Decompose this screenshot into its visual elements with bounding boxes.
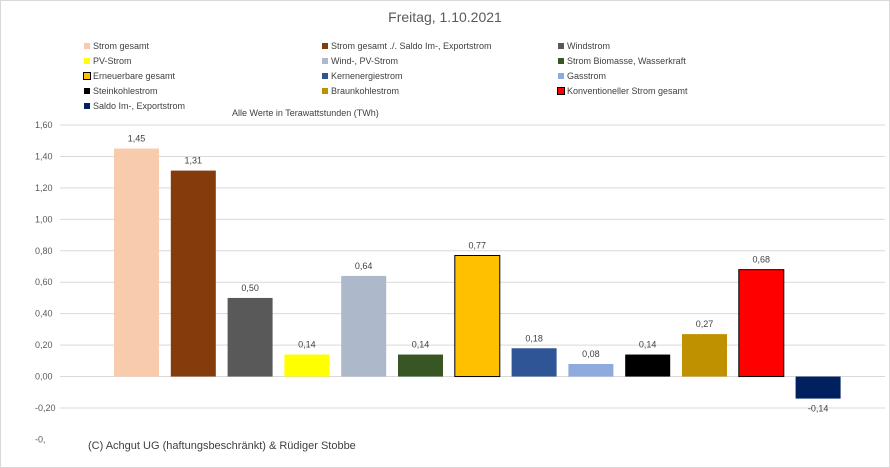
legend-label: Strom Biomasse, Wasserkraft	[567, 56, 686, 66]
legend-swatch	[84, 42, 90, 49]
legend-swatch	[322, 72, 328, 79]
legend-swatch	[558, 72, 564, 79]
legend-item: Steinkohlestrom	[84, 85, 158, 97]
data-label: 0,14	[412, 340, 430, 350]
bar	[625, 354, 671, 377]
legend-swatch	[322, 42, 328, 49]
bar	[170, 170, 216, 377]
legend-swatch	[84, 87, 90, 94]
legend-label: Strom gesamt ./. Saldo Im-, Exportstrom	[331, 41, 492, 51]
legend-swatch	[84, 102, 90, 109]
bar	[284, 354, 330, 377]
y-tick-label: 0,60	[35, 277, 53, 287]
y-tick-label: -0,20	[35, 403, 56, 413]
legend-item: Strom gesamt ./. Saldo Im-, Exportstrom	[322, 40, 492, 52]
bar	[682, 334, 727, 377]
bar	[511, 348, 557, 377]
y-tick-label: -0,	[35, 434, 46, 444]
legend-label: PV-Strom	[93, 56, 132, 66]
legend-swatch	[84, 57, 90, 64]
legend-label: Saldo Im-, Exportstrom	[93, 101, 186, 111]
y-tick-label: 0,80	[35, 246, 53, 256]
data-label: 0,27	[696, 319, 714, 329]
legend-label: Strom gesamt	[93, 41, 150, 51]
bar	[738, 269, 785, 378]
legend-label: Braunkohlestrom	[331, 86, 400, 96]
data-label: 0,50	[241, 283, 259, 293]
legend-item: Konventioneller Strom gesamt	[557, 85, 688, 97]
legend-label: Steinkohlestrom	[93, 86, 158, 96]
legend-swatch	[558, 42, 564, 49]
bar	[114, 148, 159, 377]
y-tick-label: 1,20	[35, 183, 53, 193]
data-label: 0,08	[582, 349, 600, 359]
legend-item: PV-Strom	[84, 55, 132, 67]
bar	[227, 297, 273, 377]
legend-item: Kernenergiestrom	[322, 70, 403, 82]
bar	[454, 254, 501, 378]
bar	[568, 363, 614, 377]
y-tick-label: 1,40	[35, 151, 53, 161]
data-label: -0,14	[808, 404, 829, 414]
bar	[795, 376, 841, 399]
legend-item: Erneuerbare gesamt	[83, 70, 176, 82]
y-tick-label: 0,40	[35, 309, 53, 319]
data-label: 0,18	[525, 333, 543, 343]
data-label: 1,45	[128, 134, 146, 144]
y-tick-label: 0,00	[35, 372, 53, 382]
data-label: 0,14	[639, 340, 657, 350]
legend-item: Saldo Im-, Exportstrom	[84, 100, 185, 112]
data-label: 0,77	[469, 240, 487, 250]
legend-label: Gasstrom	[567, 71, 607, 81]
bar	[341, 275, 387, 377]
legend-swatch	[558, 57, 564, 64]
bar	[398, 354, 443, 377]
legend-label: Erneuerbare gesamt	[93, 71, 176, 81]
data-label: 0,14	[298, 340, 316, 350]
legend-item: Strom Biomasse, Wasserkraft	[558, 55, 686, 67]
copyright-text: (C) Achgut UG (haftungsbeschränkt) & Rüd…	[88, 440, 356, 452]
data-label: 1,31	[185, 156, 203, 166]
legend-swatch	[83, 71, 91, 80]
legend-label: Windstrom	[567, 41, 611, 51]
legend-item: Gasstrom	[558, 70, 606, 82]
legend-item: Strom gesamt	[84, 40, 149, 52]
legend-item: Braunkohlestrom	[322, 85, 399, 97]
legend-label: Konventioneller Strom gesamt	[567, 86, 688, 96]
chart-subtitle: Alle Werte in Terawattstunden (TWh)	[232, 108, 379, 118]
legend-swatch	[322, 87, 328, 94]
legend-label: Wind-, PV-Strom	[331, 56, 399, 66]
legend-label: Kernenergiestrom	[331, 71, 403, 81]
legend-item: Wind-, PV-Strom	[322, 55, 398, 67]
legend-item: Windstrom	[558, 40, 610, 52]
legend-swatch	[322, 57, 328, 64]
data-label: 0,68	[753, 255, 771, 265]
y-tick-label: 0,20	[35, 340, 53, 350]
y-tick-label: 1,60	[35, 120, 53, 130]
legend-swatch	[557, 86, 565, 95]
y-tick-label: 1,00	[35, 214, 53, 224]
chart-title: Freitag, 1.10.2021	[388, 9, 502, 25]
data-label: 0,64	[355, 261, 373, 271]
